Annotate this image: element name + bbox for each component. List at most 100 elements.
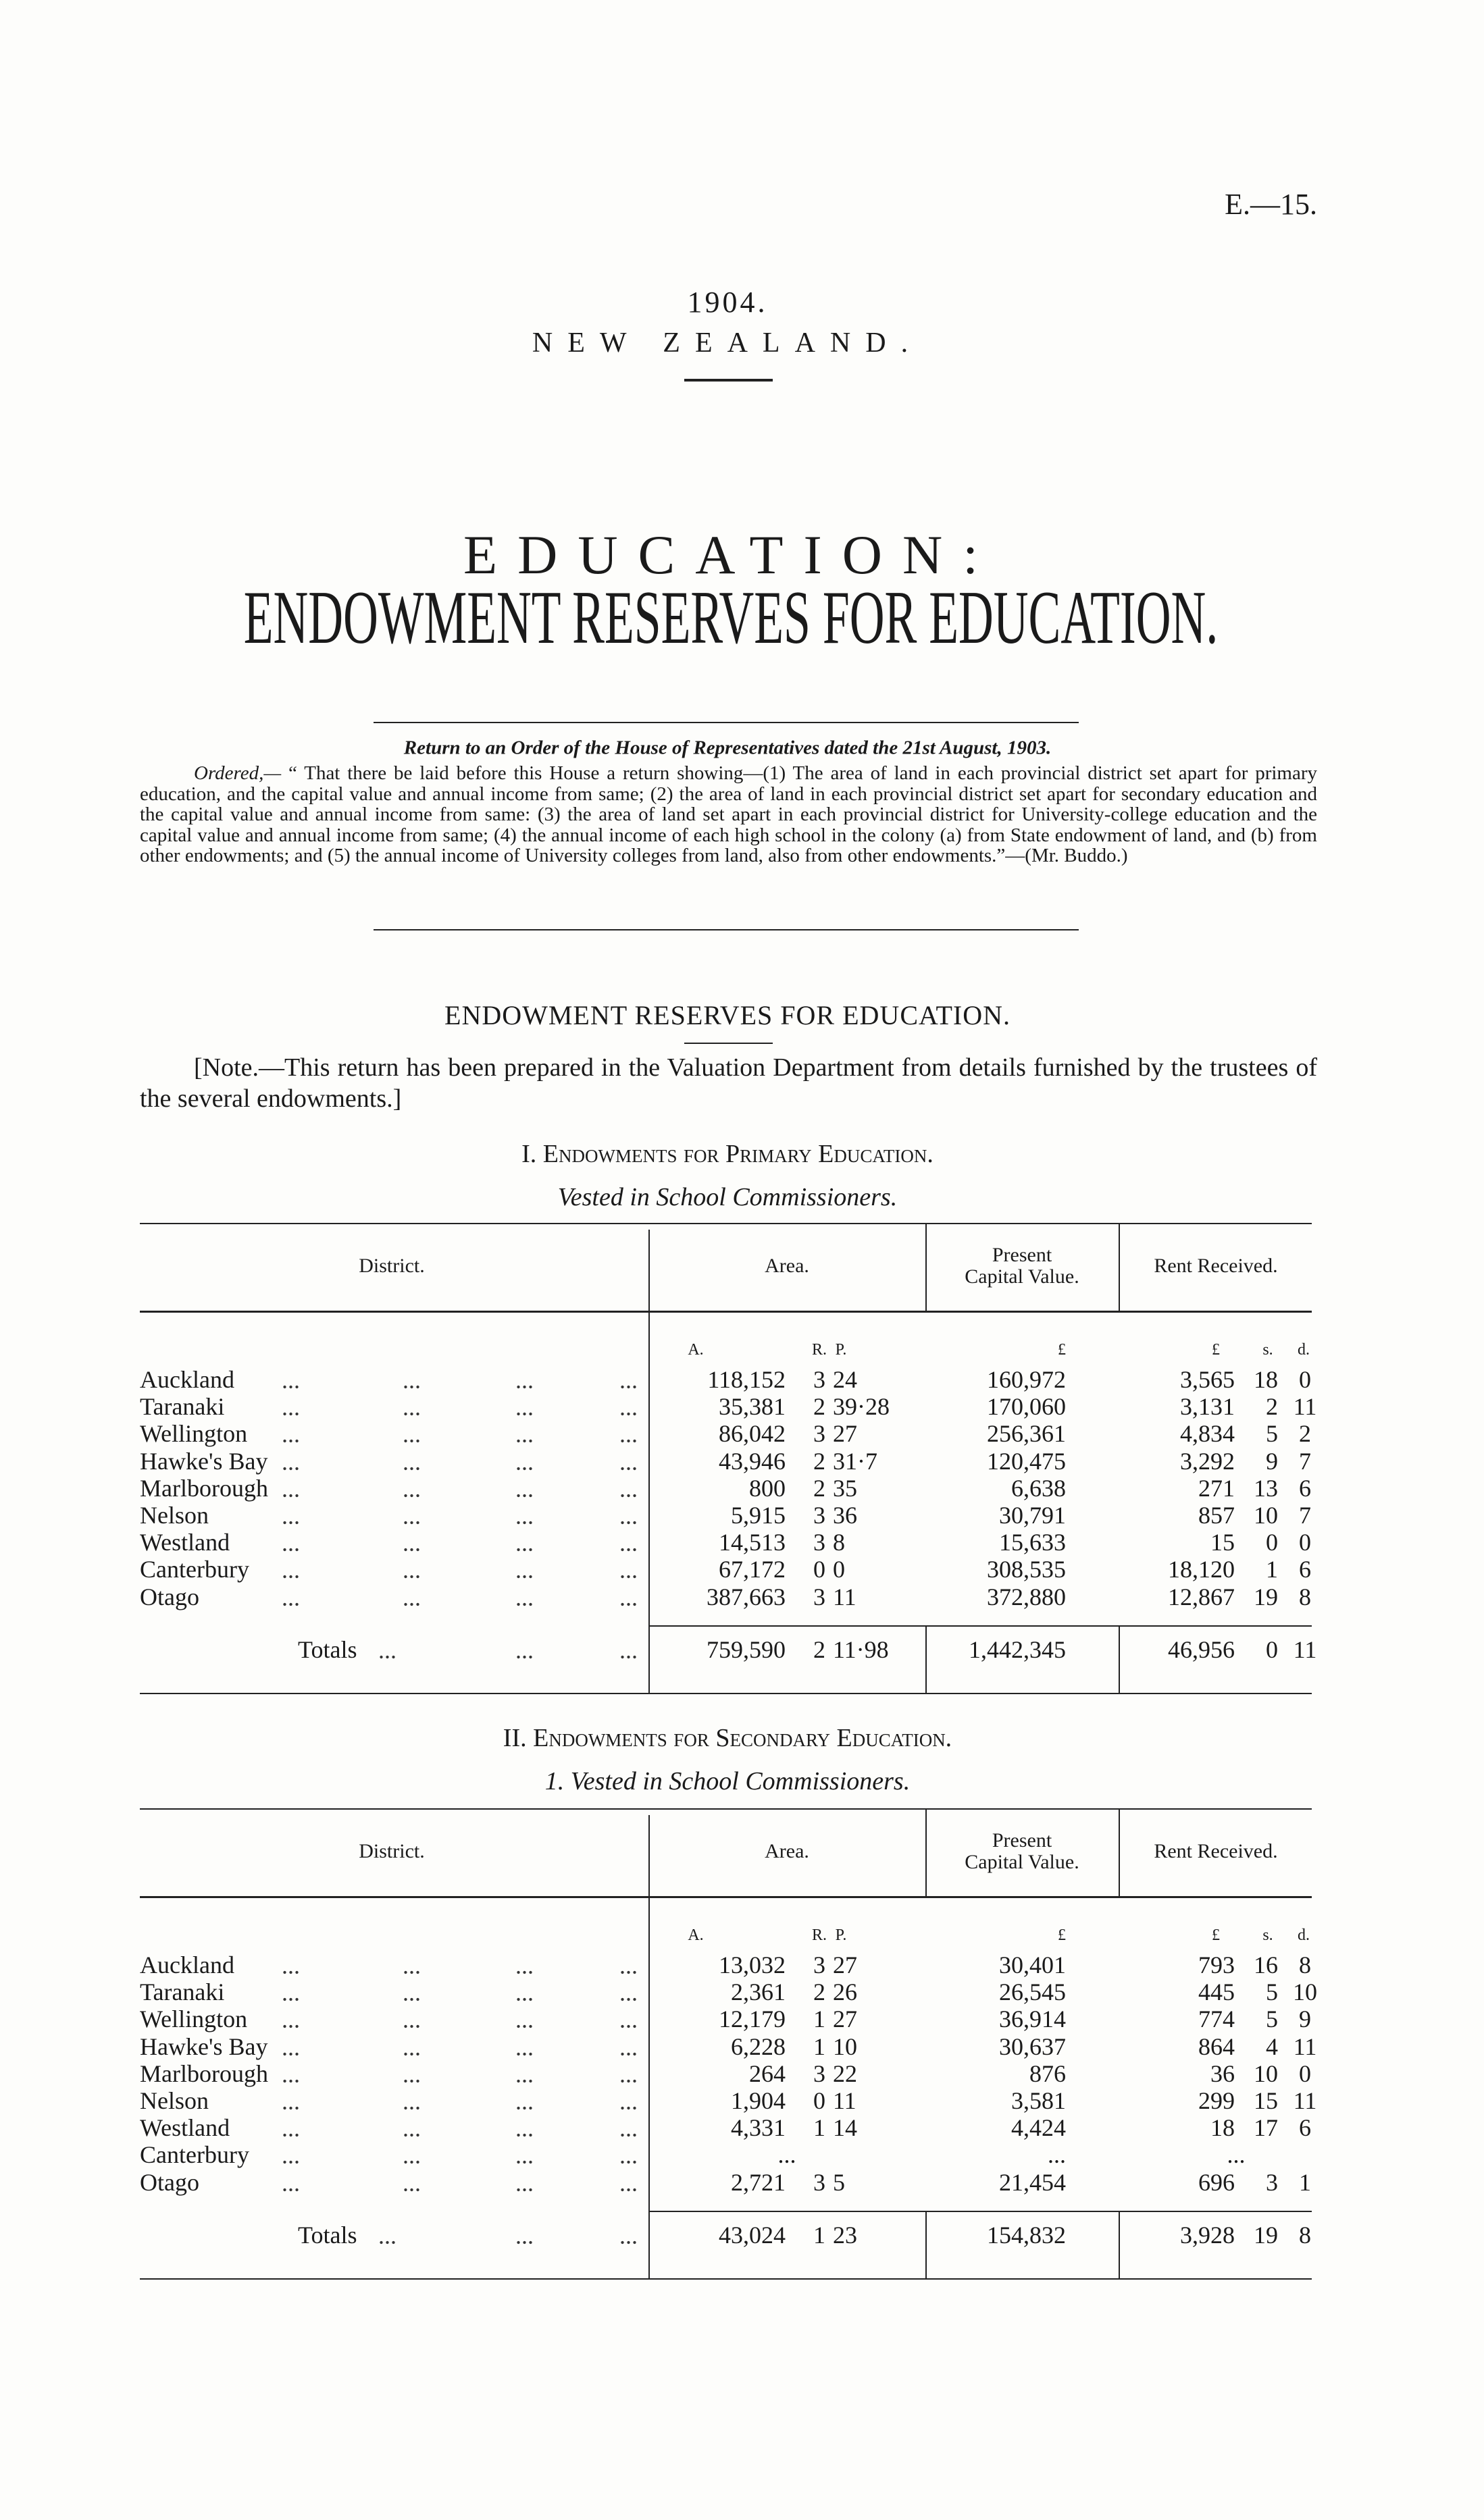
cell: 0	[1299, 1529, 1311, 1556]
cell: 19	[1254, 1583, 1278, 1610]
leader-dots	[515, 1655, 534, 1659]
cell: 4	[1266, 2032, 1278, 2060]
cell: 120,475	[987, 1447, 1066, 1475]
cell: ...	[1048, 2141, 1066, 2169]
cell: 10	[1254, 2059, 1278, 2087]
cell: 8	[1299, 2222, 1311, 2249]
cell: 36	[833, 1502, 857, 1529]
cell: 1	[813, 2005, 825, 2033]
cell: 13	[1254, 1474, 1278, 1502]
leader-dots	[619, 1970, 638, 1974]
rule	[925, 2211, 927, 2278]
cell: 8	[1299, 1583, 1311, 1610]
leader-dots	[403, 1548, 421, 1552]
leader-dots	[282, 1997, 301, 2002]
leader-dots	[515, 2240, 534, 2245]
leader-dots	[378, 2240, 397, 2245]
cell: 1	[1299, 2168, 1311, 2196]
cell: 18	[1254, 1366, 1278, 1393]
rule	[925, 1808, 927, 1896]
cell: 2,721	[731, 2168, 786, 2196]
leader-dots	[619, 2078, 638, 2083]
leader-dots	[282, 2133, 301, 2138]
cell: 36	[1210, 2059, 1235, 2087]
cell: 256,361	[987, 1420, 1066, 1448]
rule	[140, 1808, 1312, 1810]
leader-dots	[619, 2240, 638, 2245]
cell: 118,152	[707, 1366, 786, 1393]
leader-dots	[515, 1575, 534, 1579]
cell: 67,172	[719, 1556, 786, 1583]
leader-dots	[619, 1548, 638, 1552]
cell: 0	[813, 2087, 825, 2114]
cell: 264	[749, 2059, 786, 2087]
cell: 9	[1266, 1447, 1278, 1475]
cell: 5,915	[731, 1502, 786, 1529]
district-name: Taranaki	[140, 1978, 225, 2006]
cell: 7	[1299, 1447, 1311, 1475]
cell: 3	[813, 1951, 825, 1978]
cell: 11·98	[833, 1636, 889, 1663]
column-header: District.	[359, 1840, 425, 1862]
district-name: Canterbury	[140, 1556, 249, 1583]
leader-dots	[515, 2078, 534, 2083]
cell: 299	[1198, 2087, 1235, 2114]
leader-dots	[619, 2133, 638, 2138]
cell: 7	[1299, 1502, 1311, 1529]
cell: 35,381	[719, 1393, 786, 1421]
leader-dots	[282, 2051, 301, 2056]
cell: 0	[833, 1556, 845, 1583]
cell: 372,880	[987, 1583, 1066, 1610]
cell: 31·7	[833, 1447, 877, 1475]
cell: 3,565	[1180, 1366, 1235, 1393]
leader-dots	[515, 1385, 534, 1389]
cell: ...	[1227, 2141, 1246, 2169]
cell: 3	[1266, 2168, 1278, 2196]
leader-dots	[619, 2160, 638, 2165]
leader-dots	[515, 1970, 534, 1974]
leader-dots	[515, 2133, 534, 2138]
column-header: Present	[992, 1244, 1052, 1266]
leader-dots	[619, 1493, 638, 1498]
leader-dots	[282, 1466, 301, 1471]
cell: 170,060	[987, 1393, 1066, 1421]
leader-dots	[515, 1997, 534, 2002]
leader-dots	[403, 2024, 421, 2029]
cell: 6	[1299, 2114, 1311, 2142]
leader-dots	[282, 1575, 301, 1579]
leader-dots	[403, 1493, 421, 1498]
leader-dots	[515, 1439, 534, 1444]
leader-dots	[619, 1997, 638, 2002]
cell: 3,131	[1180, 1393, 1235, 1421]
leader-dots	[282, 1521, 301, 1525]
cell: 0	[813, 1556, 825, 1583]
leader-dots	[282, 1970, 301, 1974]
cell: 1,904	[731, 2087, 786, 2114]
subtitle: ENDOWMENT RESERVES FOR EDUCATION.	[243, 576, 1219, 660]
district-name: Auckland	[140, 1951, 234, 1978]
leader-dots	[515, 2106, 534, 2110]
cell: 2	[1266, 1393, 1278, 1421]
rule	[140, 1223, 1312, 1224]
district-name: Otago	[140, 2168, 199, 2196]
cell: 11	[1293, 2087, 1317, 2114]
cell: 3	[813, 1420, 825, 1448]
district-name: Canterbury	[140, 2141, 249, 2169]
district-name: Hawke's Bay	[140, 2032, 268, 2060]
leader-dots	[403, 1439, 421, 1444]
cell: 12,867	[1168, 1583, 1235, 1610]
cell: 5	[833, 2168, 845, 2196]
cell: 21,454	[999, 2168, 1066, 2196]
cell: 6	[1299, 1474, 1311, 1502]
leader-dots	[282, 1493, 301, 1498]
column-header: Capital Value.	[965, 1265, 1079, 1288]
cell: 0	[1299, 1366, 1311, 1393]
cell: 2	[813, 1636, 825, 1663]
column-header: Area.	[765, 1255, 809, 1277]
leader-dots	[282, 1548, 301, 1552]
title: EDUCATION:	[463, 524, 998, 585]
leader-dots	[282, 1412, 301, 1417]
page-number: E.—15.	[1225, 188, 1317, 221]
cell: 11	[1293, 1636, 1317, 1663]
unit-label: P.	[835, 1341, 847, 1359]
